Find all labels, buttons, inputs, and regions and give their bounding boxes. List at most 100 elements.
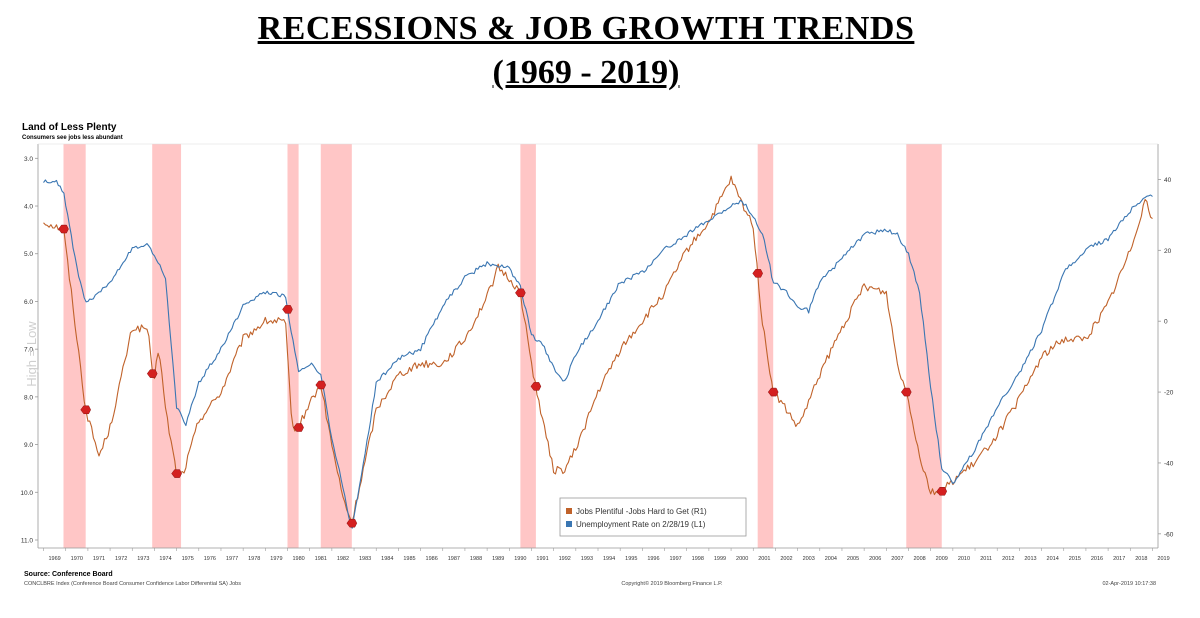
x-axis-tick-label: 1984 — [381, 556, 393, 562]
chart-axes: 3.0 4.0 5.0 6.0 7.0 8.0 9.0 10.0 11.0 40 20 0 -20 -40… — [20, 143, 1174, 562]
recession-band — [757, 144, 774, 548]
x-axis-tick-label: 1977 — [226, 556, 238, 562]
recession-marker — [346, 518, 358, 528]
recession-band — [287, 144, 299, 548]
x-axis-tick-label: 2000 — [736, 556, 748, 562]
x-axis-tick-label: 1971 — [93, 556, 105, 562]
left-axis-tick-label: 7.0 — [24, 347, 33, 354]
x-axis-tick-label: 1972 — [115, 556, 127, 562]
x-axis-tick-label: 1969 — [49, 556, 61, 562]
chart-title: Land of Less Plenty — [22, 122, 117, 133]
recession-marker — [171, 469, 182, 478]
right-axis-tick-label: 0 — [1164, 319, 1168, 326]
x-axis-tick-label: 1994 — [603, 556, 615, 562]
x-axis-tick-label: 1995 — [625, 556, 637, 562]
x-axis-tick-label: 1987 — [448, 556, 460, 562]
page-title: RECESSIONS & JOB GROWTH TRENDS — [257, 10, 915, 47]
right-axis-tick-label: -40 — [1164, 460, 1174, 467]
x-axis-tick-label: 2008 — [913, 556, 925, 562]
recession-bands — [63, 144, 942, 548]
right-axis-tick-label: -60 — [1164, 531, 1174, 538]
x-axis-tick-label: 2014 — [1047, 556, 1059, 562]
x-axis-tick-label: 1998 — [692, 556, 704, 562]
recession-marker — [293, 423, 304, 432]
x-axis-tick-label: 1990 — [514, 556, 526, 562]
x-axis-tick-label: 1970 — [71, 556, 83, 562]
x-axis-tick-label: 2018 — [1135, 556, 1147, 562]
x-axis-tick-label: 2003 — [803, 556, 815, 562]
x-axis-tick-label: 1973 — [137, 556, 149, 562]
x-axis-tick-label: 1989 — [492, 556, 504, 562]
x-axis-tick-label: 2017 — [1113, 556, 1125, 562]
recession-marker — [282, 305, 293, 314]
right-axis-tick-label: 40 — [1164, 177, 1172, 184]
recession-markers — [58, 224, 948, 528]
x-axis-tick-label: 2019 — [1157, 556, 1169, 562]
x-axis-tick-label: 1985 — [403, 556, 415, 562]
chart-series — [43, 175, 1153, 529]
footer-index-note: CONCLBRE Index (Conference Board Consume… — [24, 581, 241, 587]
x-axis-tick-label: 2015 — [1069, 556, 1081, 562]
right-axis-tick-label: -20 — [1164, 390, 1174, 397]
x-axis-tick-label: 1996 — [647, 556, 659, 562]
x-axis-tick-label: 1983 — [359, 556, 371, 562]
legend: Jobs Plentiful -Jobs Hard to Get (R1) Un… — [559, 497, 747, 537]
x-axis-tick-label: 1997 — [669, 556, 681, 562]
unemployment-rate-line — [43, 179, 1153, 529]
recession-marker — [900, 387, 912, 397]
jobs-differential-line — [43, 175, 1153, 523]
x-axis-tick-label: 1982 — [337, 556, 349, 562]
recession-marker — [752, 269, 763, 278]
recession-marker — [146, 369, 158, 378]
page-subtitle: (1969 - 2019) — [492, 54, 680, 91]
recession-marker — [936, 487, 948, 496]
left-axis-tick-label: 11.0 — [21, 538, 34, 545]
left-axis-side-label: High = Low — [24, 321, 39, 387]
x-axis-tick-label: 1976 — [204, 556, 216, 562]
recession-marker — [515, 288, 526, 298]
x-axis-tick-label: 1974 — [159, 556, 171, 562]
x-axis-tick-label: 1980 — [292, 556, 304, 562]
recession-marker — [530, 382, 542, 391]
x-axis-tick-label: 1992 — [559, 556, 571, 562]
x-axis-tick-label: 2001 — [758, 556, 770, 562]
left-axis-tick-label: 10.0 — [20, 490, 33, 497]
x-axis-tick-label: 2005 — [847, 556, 859, 562]
recession-band — [152, 144, 182, 548]
x-axis-tick-label: 2013 — [1024, 556, 1036, 562]
footer-timestamp: 02-Apr-2019 10:17:38 — [1102, 581, 1156, 587]
recession-band — [63, 144, 86, 548]
legend-swatch-jobs — [566, 508, 572, 514]
left-axis-tick-label: 9.0 — [24, 442, 33, 449]
left-axis-tick-label: 5.0 — [24, 251, 33, 258]
x-axis-tick-label: 1975 — [182, 556, 194, 562]
legend-label-jobs: Jobs Plentiful -Jobs Hard to Get (R1) — [576, 507, 707, 516]
x-axis-tick-label: 1981 — [315, 556, 327, 562]
legend-swatch-unemployment — [566, 521, 572, 527]
x-axis-tick-label: 1991 — [536, 556, 548, 562]
recession-marker — [315, 380, 327, 390]
x-axis-tick-label: 1988 — [470, 556, 482, 562]
recession-marker — [58, 224, 69, 234]
left-axis-tick-label: 6.0 — [24, 299, 33, 306]
recession-band — [520, 144, 536, 548]
x-axis-tick-label: 2004 — [825, 556, 837, 562]
recession-marker — [767, 387, 779, 397]
left-axis-tick-label: 3.0 — [24, 156, 33, 163]
recession-band — [906, 144, 942, 548]
x-axis-tick-label: 2002 — [780, 556, 792, 562]
x-axis-tick-label: 2010 — [958, 556, 970, 562]
left-axis-tick-label: 4.0 — [24, 204, 33, 211]
footer-copyright: Copyright© 2019 Bloomberg Finance L.P. — [621, 580, 723, 587]
x-axis-tick-label: 2006 — [869, 556, 881, 562]
right-axis-tick-label: 20 — [1164, 248, 1172, 255]
x-axis-tick-label: 1979 — [270, 556, 282, 562]
x-axis-tick-label: 1999 — [714, 556, 726, 562]
x-axis-tick-label: 1993 — [581, 556, 593, 562]
left-axis-tick-label: 8.0 — [24, 394, 33, 401]
x-axis-tick-label: 2011 — [980, 556, 992, 562]
recession-band — [320, 144, 352, 548]
source-note: Source: Conference Board — [24, 571, 113, 578]
x-axis-tick-label: 2007 — [891, 556, 903, 562]
